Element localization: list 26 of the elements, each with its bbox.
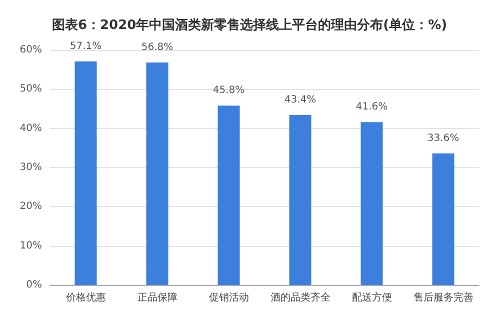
y-tick-label: 20%: [20, 201, 42, 212]
data-label: 43.4%: [284, 94, 316, 106]
x-tick-label: 价格优惠: [64, 292, 106, 304]
chart-title: 图表6：2020年中国酒类新零售选择线上平台的理由分布(单位：%): [52, 17, 448, 33]
bar: [218, 106, 240, 285]
y-tick-label: 10%: [20, 240, 42, 252]
x-tick-label: 促销活动: [208, 292, 249, 304]
data-label: 41.6%: [356, 102, 388, 113]
bar: [289, 115, 312, 285]
data-label: 45.8%: [212, 85, 245, 96]
bar: [432, 153, 454, 285]
bar: [146, 62, 168, 285]
y-tick-label: 40%: [20, 122, 42, 134]
y-tick-label: 60%: [20, 44, 42, 56]
x-tick-label: 配送方便: [352, 292, 392, 304]
x-tick-label: 售后服务完善: [413, 292, 474, 304]
data-label: 56.8%: [141, 42, 174, 54]
bar: [360, 122, 383, 285]
y-tick-label: 0%: [26, 280, 42, 290]
y-tick-label: 30%: [20, 162, 42, 173]
data-label: 57.1%: [70, 40, 102, 52]
data-label: 33.6%: [427, 132, 460, 144]
x-tick-label: 酒的品类齐全: [270, 292, 330, 304]
y-tick-label: 50%: [20, 84, 42, 95]
bar: [74, 61, 97, 285]
x-tick-label: 正品保障: [137, 292, 178, 304]
